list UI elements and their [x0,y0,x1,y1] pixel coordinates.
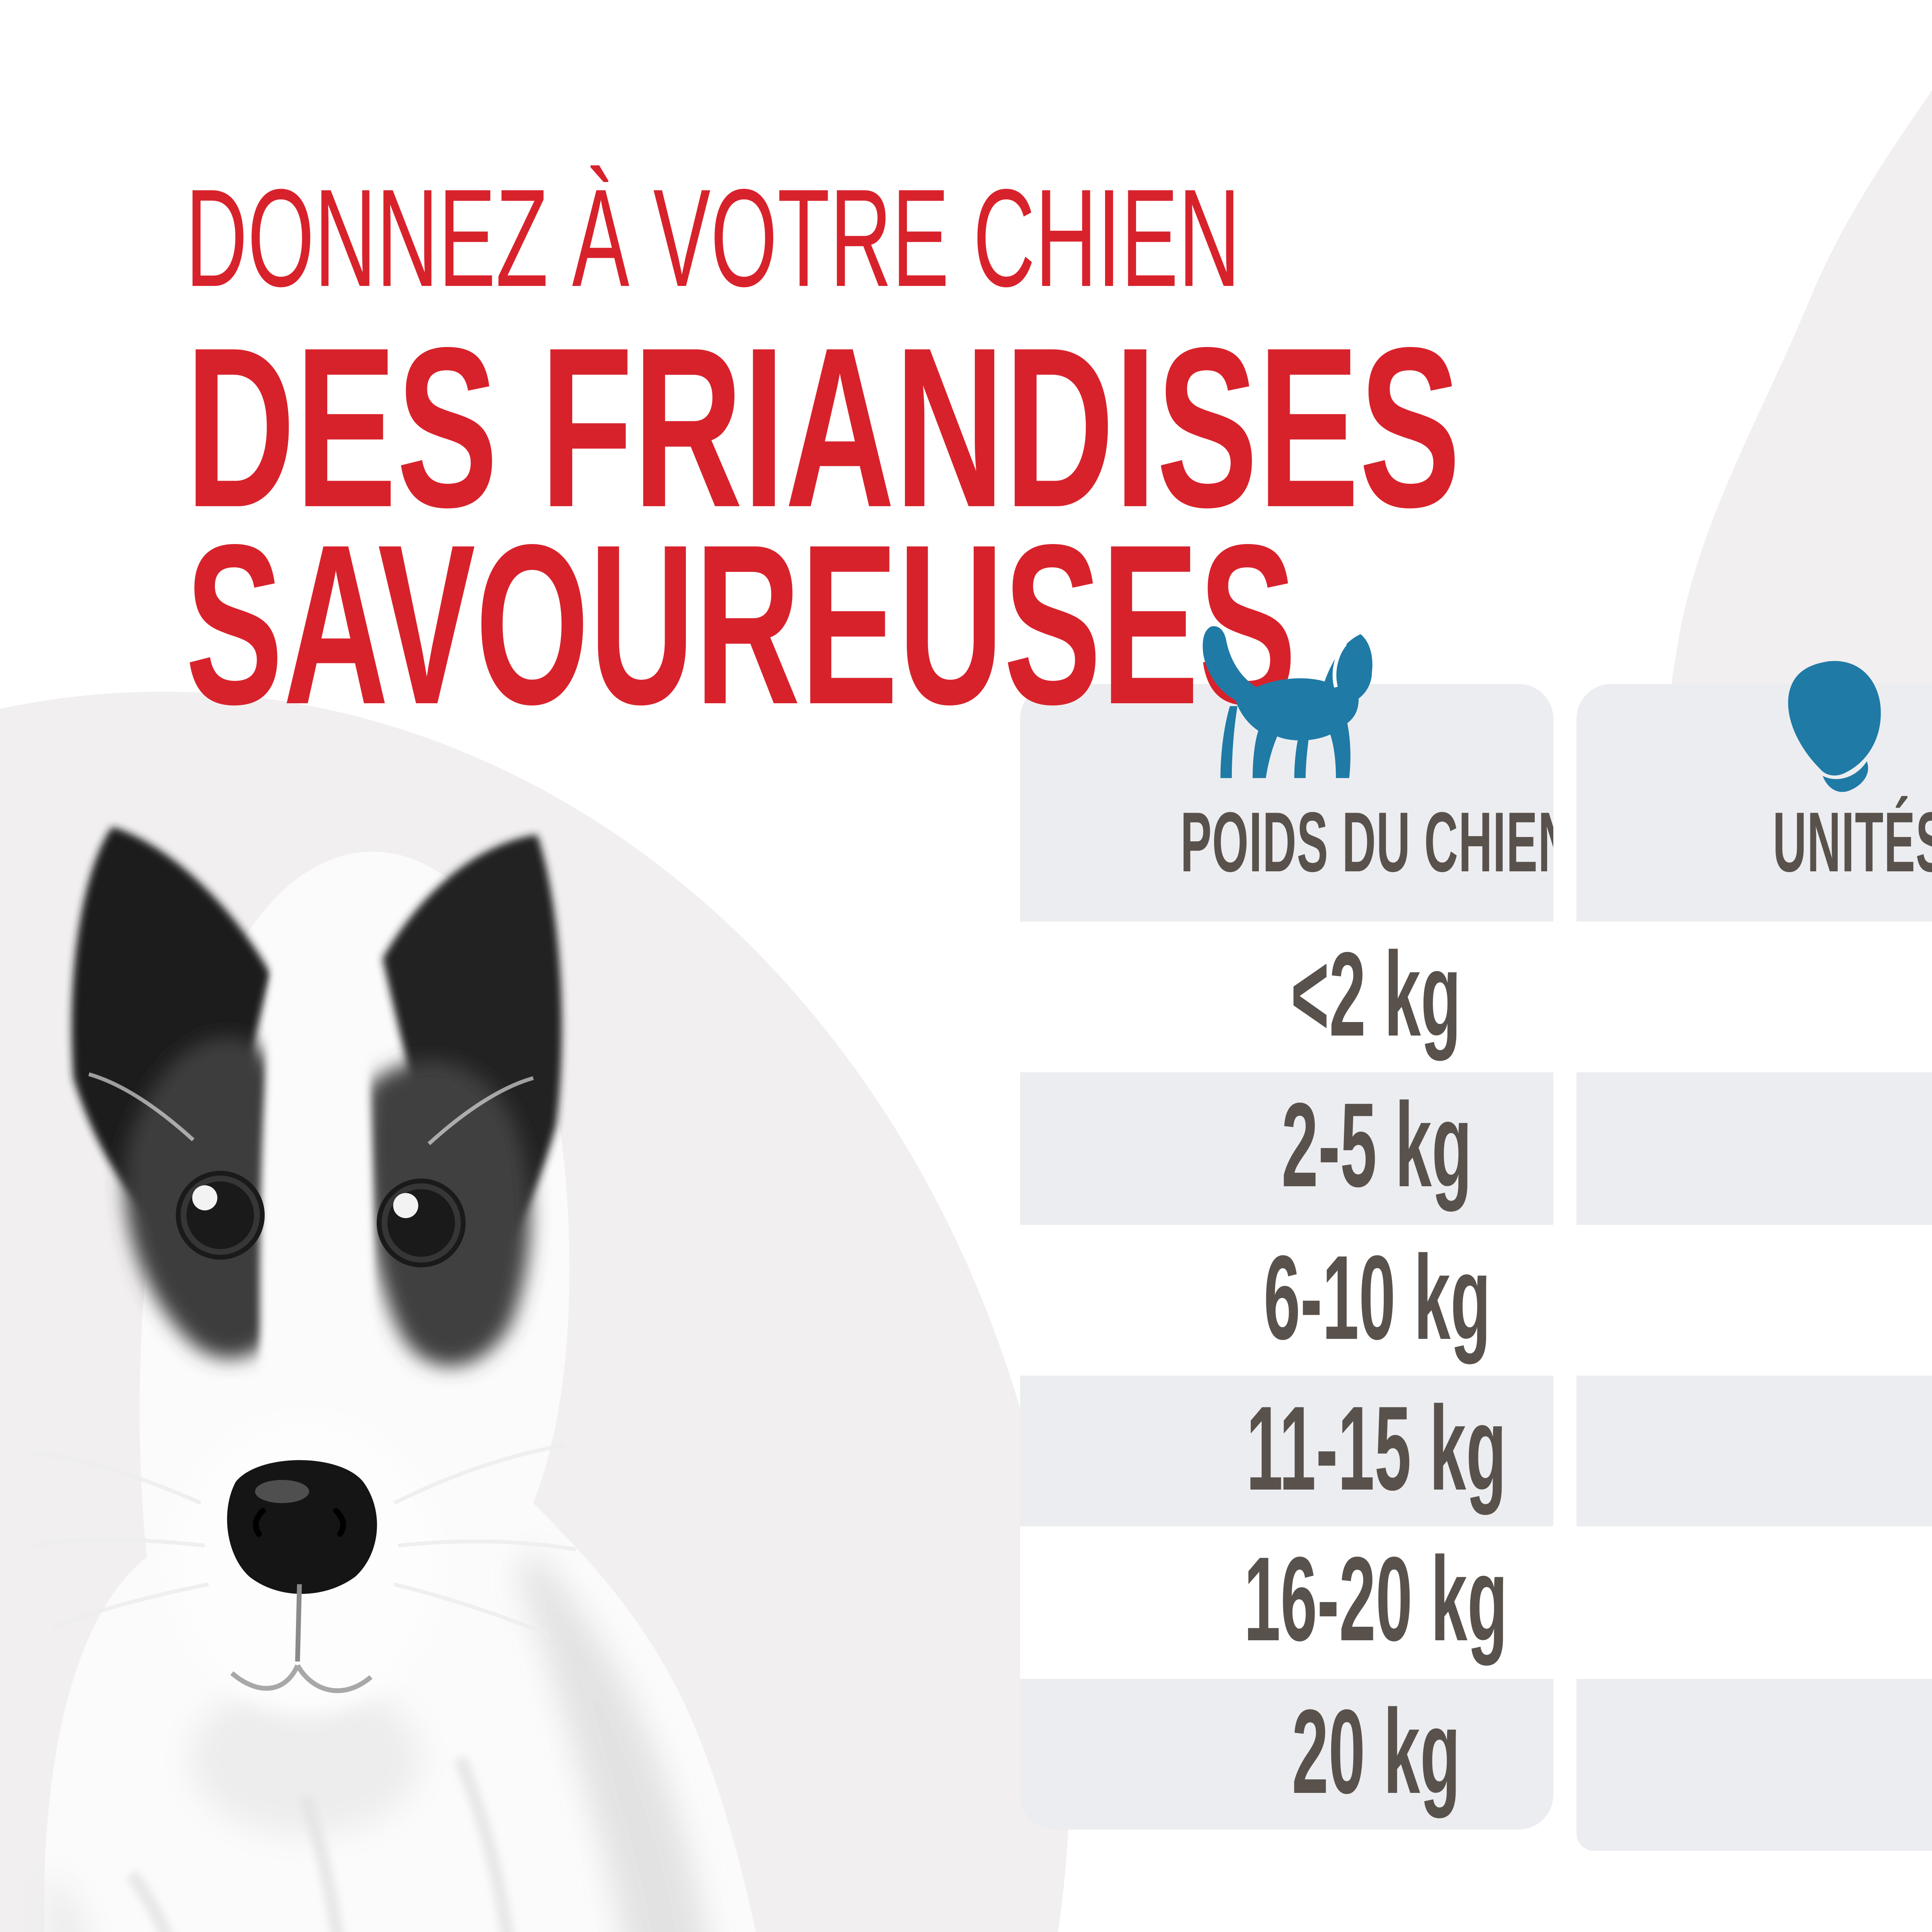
dog-shadow-left [44,1874,87,1932]
dog-whiskers [31,1443,576,1636]
dog-right-eye [377,1179,466,1267]
table-row: <2 kg [1020,922,1553,1073]
dog-shadow-right [518,1549,707,1932]
weight-value: 11-15 kg [1246,1383,1507,1517]
table-row: 12 [1577,1224,1932,1376]
dog-philtrum [295,1584,302,1662]
dog-chest-fur [126,1755,514,1932]
weight-value: 16-20 kg [1244,1535,1509,1668]
weight-column-header-label: POIDS DU CHIEN [1180,796,1553,891]
dog-nostrils [253,1508,346,1537]
table-row: 22 [1577,1527,1932,1679]
dog-neck-shading [189,1681,421,1835]
dog-icon [1202,626,1372,778]
table-row: 16-20 kg [1020,1527,1553,1679]
weight-value: 2-5 kg [1281,1081,1472,1214]
table-row: 31 [1577,1678,1932,1830]
table-row: 5 [1577,1073,1932,1225]
dog-left-eye-ring [180,1175,260,1255]
dog-brow-whiskers [88,1072,534,1145]
dog-nose-highlight [255,1480,309,1503]
units-column: UNITÉS MAX. / JOUR 3 5 12 18 22 31 [1577,684,1932,1830]
weight-value: 6-10 kg [1263,1232,1490,1366]
table-row: 18 [1577,1376,1932,1527]
weight-value: <2 kg [1291,929,1462,1063]
headline-line-2: DES FRIANDISES [185,300,1461,555]
table-row: 2-5 kg [1020,1073,1553,1225]
dog-photo [31,827,756,1932]
dog-left-eye-glint [192,1185,218,1211]
dog-right-eye-glint [393,1193,418,1218]
weight-value: 20 kg [1292,1686,1461,1820]
headline-line-1: DONNEZ À VOTRE CHIEN [185,160,1240,316]
treat-icon-base [1823,761,1868,792]
dog-right-eye-ring [381,1183,461,1263]
table-row: 3 [1577,922,1932,1073]
headline: DONNEZ À VOTRE CHIEN DES FRIANDISES SAVO… [185,160,1461,752]
dog-left-eye [176,1171,265,1260]
treat-icon [1788,661,1881,792]
headline-line-3: SAVOUREUSES [185,497,1296,752]
dog-mouth [230,1664,373,1693]
table-row: 11-15 kg [1020,1376,1553,1527]
dog-icon-ear [1332,642,1347,688]
dog-nose [227,1460,377,1594]
units-column-header-label: UNITÉS MAX. / JOUR [1772,796,1932,891]
table-row: 20 kg [1020,1678,1553,1830]
weight-column: POIDS DU CHIEN <2 kg 2-5 kg 6-10 kg 11-1… [1020,684,1553,1830]
table-row: 6-10 kg [1020,1224,1553,1376]
